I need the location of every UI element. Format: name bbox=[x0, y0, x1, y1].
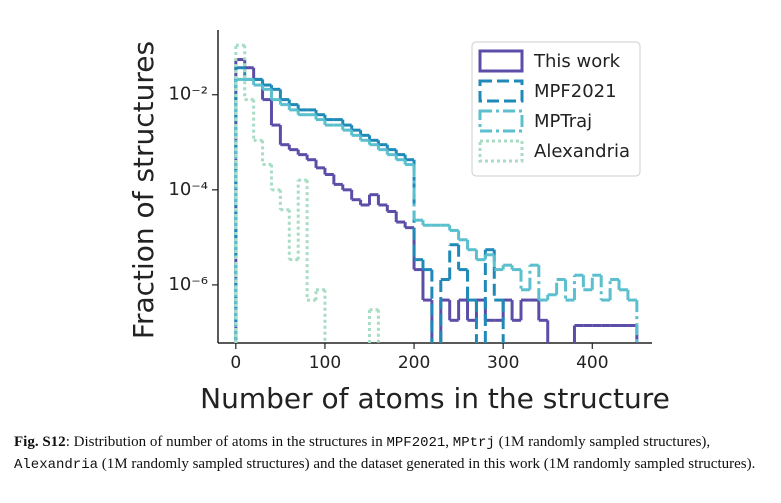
x-tick-label: 100 bbox=[309, 353, 341, 373]
series bbox=[234, 77, 639, 343]
x-axis-label: Number of atoms in the structure bbox=[200, 382, 670, 415]
chart: Fraction of structures Number of atoms i… bbox=[127, 30, 670, 415]
caption-part: : Distribution of number of atoms in the… bbox=[65, 434, 387, 450]
legend-swatch bbox=[478, 49, 524, 73]
x-tick-label: 200 bbox=[398, 353, 430, 373]
legend-box bbox=[471, 41, 641, 177]
caption-part: Alexandria bbox=[14, 457, 99, 473]
legend-label: Alexandria bbox=[534, 141, 630, 162]
legend-swatch bbox=[478, 139, 524, 163]
x-tick-label: 300 bbox=[487, 353, 519, 373]
x-tick-label: 400 bbox=[576, 353, 608, 373]
caption-part: (1M randomly sampled structures), bbox=[494, 434, 711, 450]
caption-part: MPtrj bbox=[452, 435, 495, 451]
caption-part: (1M randomly sampled structures) and the… bbox=[98, 456, 756, 472]
caption-part: Fig. S12 bbox=[14, 434, 66, 450]
legend-label: MPTraj bbox=[534, 111, 592, 132]
x-tick-label: 0 bbox=[230, 353, 241, 373]
caption-part: MPF2021 bbox=[386, 435, 446, 451]
legend-swatch bbox=[478, 109, 524, 133]
caption-part: , bbox=[445, 434, 453, 450]
y-tick-label: 10⁻⁴ bbox=[168, 179, 208, 200]
legend-label: MPF2021 bbox=[534, 81, 617, 102]
y-axis-label: Fraction of structures bbox=[127, 41, 160, 339]
series bbox=[234, 43, 380, 343]
caption: Fig. S12: Distribution of number of atom… bbox=[14, 432, 766, 476]
y-tick-label: 10⁻⁶ bbox=[168, 274, 208, 295]
legend-label: This work bbox=[533, 51, 621, 72]
y-tick-label: 10⁻² bbox=[168, 84, 208, 105]
legend-swatch bbox=[478, 79, 524, 103]
